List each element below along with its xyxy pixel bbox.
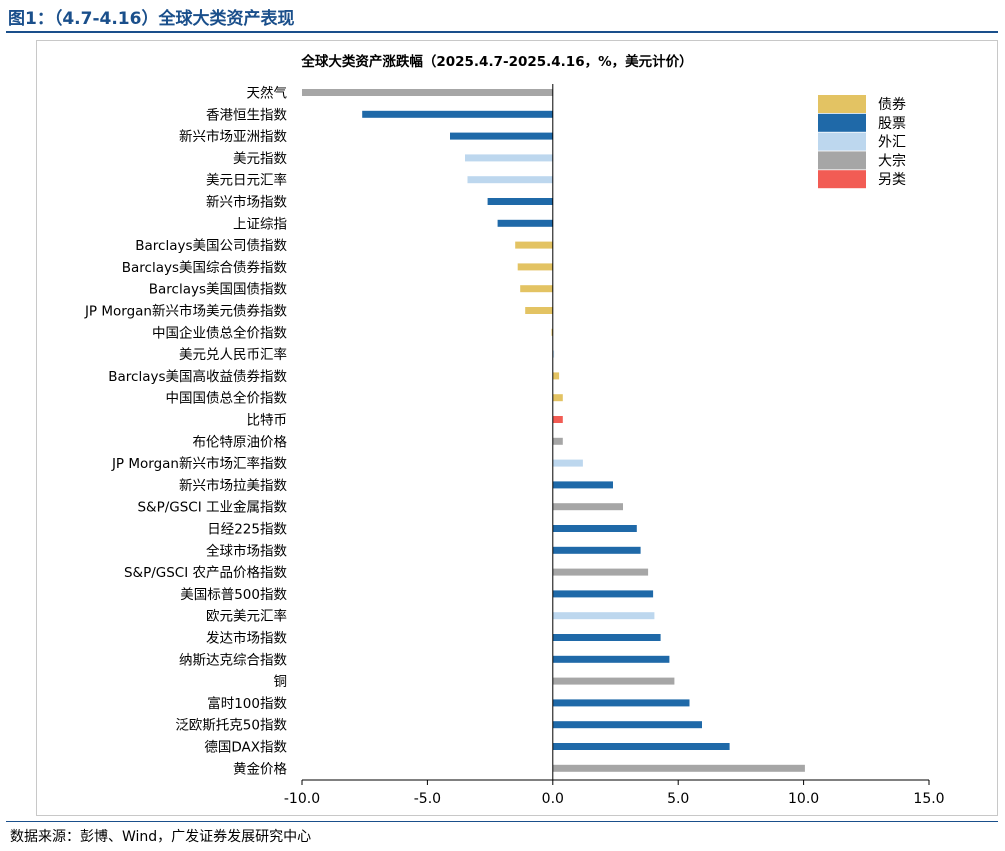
bar [552, 350, 555, 358]
category-label: 天然气 [247, 85, 288, 102]
category-label: Barclays美国国债指数 [149, 282, 288, 298]
bars-group [302, 89, 805, 772]
legend-label: 大宗 [878, 153, 906, 169]
bar [515, 241, 553, 249]
category-label: 欧元美元汇率 [206, 608, 287, 625]
category-label: 新兴市场亚洲指数 [179, 128, 287, 145]
chart-title: 全球大类资产涨跌幅（2025.4.7-2025.4.16，%，美元计价） [300, 53, 692, 70]
category-label: 美元日元汇率 [206, 172, 287, 189]
bar [552, 394, 563, 402]
bar [552, 568, 649, 576]
category-label: 美元指数 [233, 151, 287, 167]
category-label: S&P/GSCI 农产品价格指数 [124, 565, 288, 581]
category-label: JP Morgan新兴市场汇率指数 [111, 455, 288, 472]
bar [552, 612, 655, 620]
category-label: 新兴市场拉美指数 [179, 477, 287, 494]
bar [552, 459, 583, 467]
legend-swatch [818, 151, 866, 170]
category-label: 铜 [274, 674, 288, 690]
legend-label: 外汇 [878, 135, 906, 151]
category-label: 布伦特原油价格 [193, 434, 288, 450]
bar [450, 132, 553, 140]
bar [551, 328, 553, 336]
legend-label: 股票 [878, 116, 906, 132]
x-tick-label: 10.0 [788, 791, 819, 807]
x-tick-label: 5.0 [667, 791, 689, 807]
source-note: 数据来源：彭博、Wind，广发证券发展研究中心 [10, 829, 312, 845]
bar [467, 176, 553, 184]
category-label: 德国DAX指数 [204, 740, 287, 756]
category-label: JP Morgan新兴市场美元债券指数 [84, 303, 288, 320]
bar [552, 634, 661, 641]
category-label: 富时100指数 [207, 695, 287, 712]
bar [552, 372, 560, 380]
category-label: 美国标普500指数 [180, 587, 287, 603]
legend-swatch [818, 132, 866, 151]
bar [552, 743, 730, 750]
category-label: 黄金价格 [233, 761, 287, 777]
bar [552, 699, 690, 707]
x-axis: -10.0 -5.0 0.0 5.0 10.0 15.0 [284, 84, 945, 807]
bar [520, 285, 553, 293]
x-tick-label: 15.0 [913, 791, 944, 807]
legend-swatch [818, 113, 866, 132]
x-tick-label: -10.0 [284, 791, 320, 807]
figure-title: 图1：（4.7-4.16）全球大类资产表现 [8, 9, 295, 29]
bar [517, 263, 553, 271]
category-label: 发达市场指数 [206, 630, 287, 647]
bar [525, 307, 553, 314]
legend-label: 另类 [878, 172, 906, 188]
top-rule [6, 31, 998, 33]
x-tick-label: -5.0 [414, 791, 441, 807]
chart-frame [36, 40, 998, 816]
category-label: 中国企业债总全价指数 [152, 324, 287, 341]
bar [302, 89, 553, 96]
category-label: 中国国债总全价指数 [166, 390, 288, 407]
category-label: Barclays美国公司债指数 [135, 238, 287, 254]
x-tick-label: 0.0 [542, 791, 564, 807]
category-label: 比特币 [247, 413, 288, 429]
category-label: Barclays美国综合债券指数 [122, 260, 288, 276]
category-label: 美元兑人民币汇率 [179, 346, 287, 363]
category-label: 日经225指数 [207, 522, 287, 538]
bottom-rule [6, 821, 998, 822]
legend-swatch [818, 95, 866, 113]
bar [552, 677, 675, 685]
bar [552, 503, 623, 511]
bar [552, 590, 654, 598]
bar [497, 219, 553, 227]
bar [552, 416, 563, 423]
bar [362, 110, 553, 118]
category-label: 纳斯达克综合指数 [179, 652, 287, 668]
legend-label: 债券 [878, 97, 906, 113]
bar [552, 655, 670, 663]
bar [465, 154, 553, 162]
bar [552, 764, 805, 772]
category-label: 泛欧斯托克50指数 [175, 718, 287, 734]
bar [552, 525, 637, 532]
category-label: Barclays美国高收益债券指数 [108, 368, 287, 385]
bar [552, 481, 613, 489]
legend-swatch [818, 170, 866, 189]
category-label: 上证综指 [233, 216, 287, 232]
bar [487, 198, 553, 205]
category-label: 全球市场指数 [206, 542, 287, 559]
bar [552, 721, 702, 729]
bar [552, 546, 641, 554]
category-label: 香港恒生指数 [206, 107, 287, 123]
bar [552, 437, 563, 445]
category-label: 新兴市场指数 [206, 194, 287, 211]
category-label: S&P/GSCI 工业金属指数 [137, 500, 287, 516]
